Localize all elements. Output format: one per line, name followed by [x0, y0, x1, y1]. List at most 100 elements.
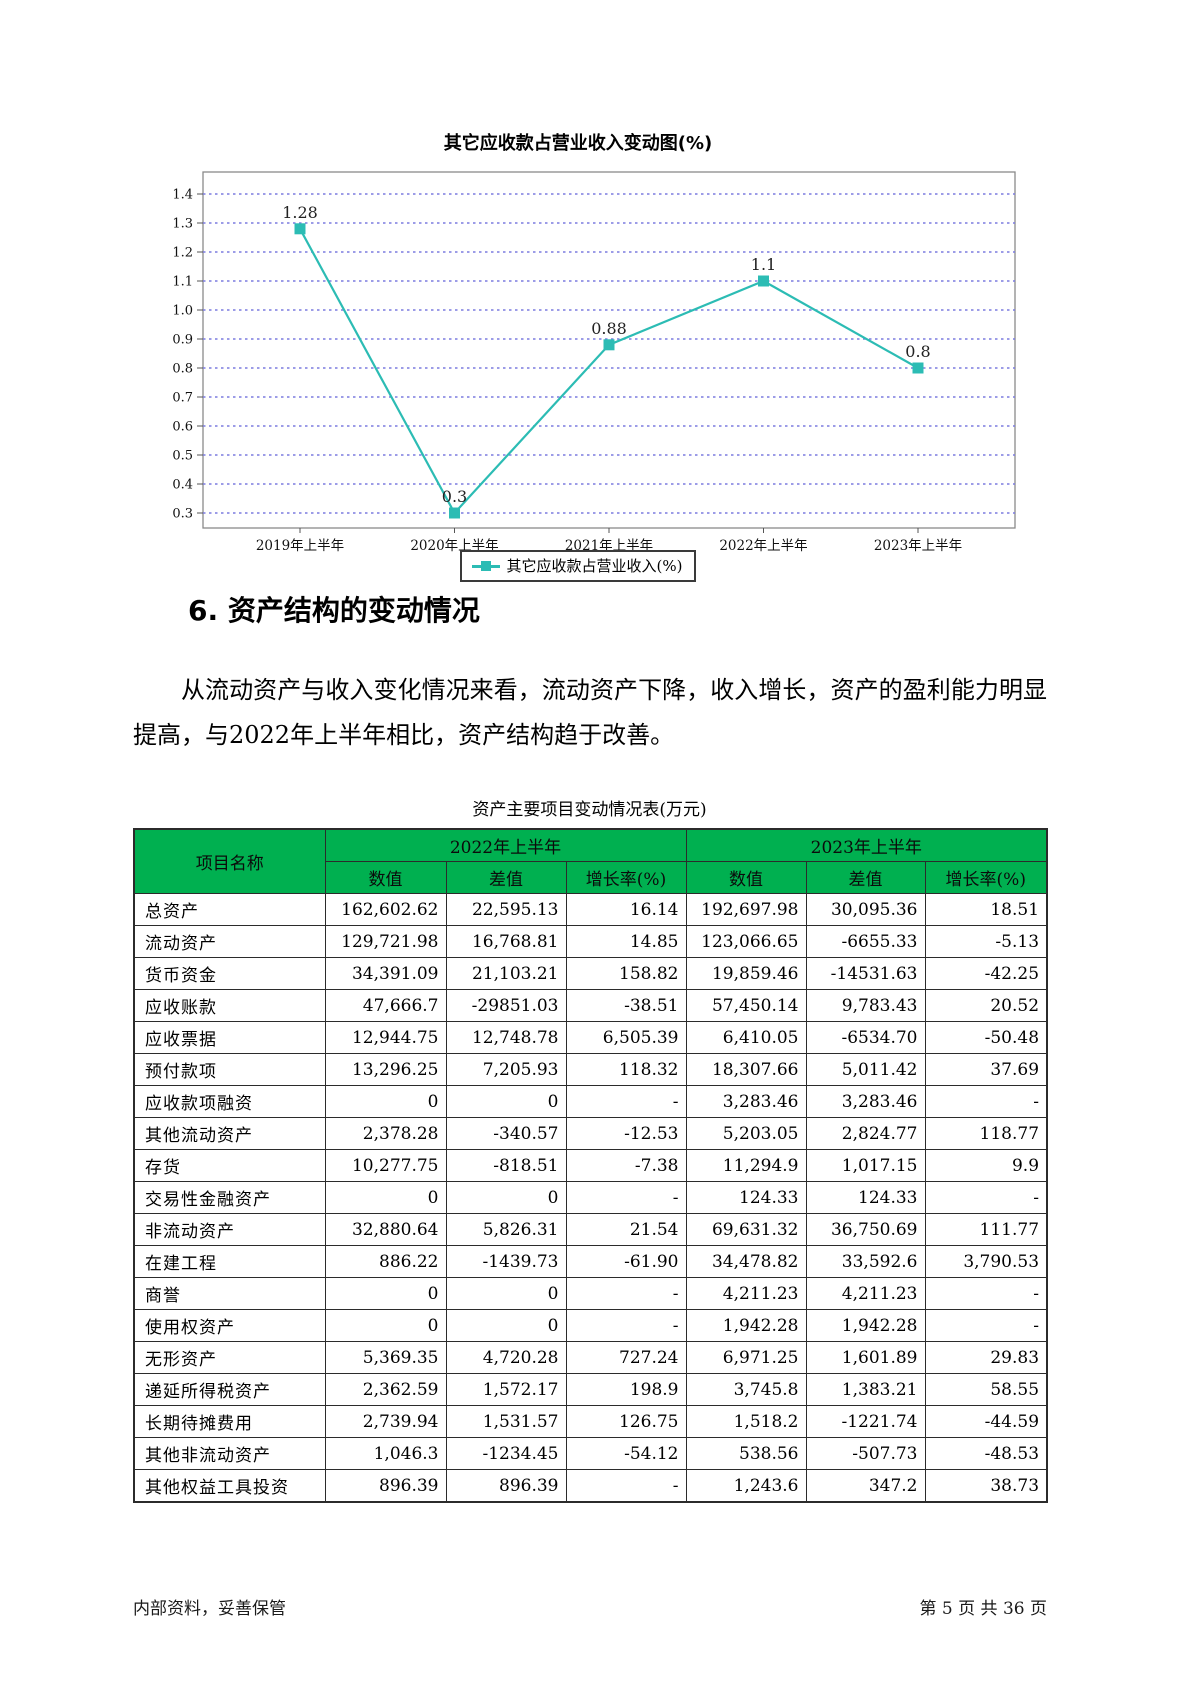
table-row: 预付款项 13,296.25 7,205.93 118.32 18,307.66 5,01… — [133, 1053, 1048, 1086]
header-group-2022: 2022年上半年 — [324, 828, 687, 862]
legend-series-marker-icon — [471, 560, 500, 572]
y-tick-label: 0.7 — [172, 391, 193, 406]
row-label: 其他权益工具投资 — [133, 1469, 326, 1503]
x-tick-label: 2023年上半年 — [874, 538, 962, 554]
table-cell: 18.51 — [924, 893, 1048, 926]
header-sub: 增长率(%) — [565, 861, 687, 894]
table-row: 无形资产 5,369.35 4,720.28 727.24 6,971.25 1,601.… — [133, 1341, 1048, 1374]
table-cell: -340.57 — [445, 1117, 567, 1150]
table-cell: 2,739.94 — [324, 1405, 447, 1438]
table-cell: -1234.45 — [445, 1437, 567, 1470]
table-cell: -14531.63 — [805, 957, 926, 990]
table-cell: 198.9 — [565, 1373, 687, 1406]
row-label: 货币资金 — [133, 957, 326, 990]
table-cell: 118.32 — [565, 1053, 687, 1086]
table-cell: -5.13 — [924, 925, 1048, 958]
table-cell: 16,768.81 — [445, 925, 567, 958]
table-header: 项目名称 2022年上半年 2023年上半年 数值 差值 增长率(%) 数值 差… — [133, 828, 1048, 894]
table-cell: 896.39 — [324, 1469, 447, 1503]
line-chart: 1.4 1.3 1.2 1.1 1.0 0.9 0.8 0.7 0.6 0.5 0.4 0.3 2019… — [172, 171, 1016, 554]
section-heading: 6. 资产结构的变动情况 — [188, 594, 480, 627]
table-cell: 124.33 — [685, 1181, 807, 1214]
table-cell: 36,750.69 — [805, 1213, 926, 1246]
y-tick-label: 1.0 — [172, 304, 193, 319]
table-row: 应收账款 47,666.7 -29851.03 -38.51 57,450.14 9,78… — [133, 989, 1048, 1022]
table-cell: 19,859.46 — [685, 957, 807, 990]
row-label: 其他非流动资产 — [133, 1437, 326, 1470]
y-tick-label: 0.5 — [172, 449, 193, 464]
table-row: 货币资金 34,391.09 21,103.21 158.82 19,859.46 -14… — [133, 957, 1048, 990]
body-paragraph: 从流动资产与收入变化情况来看，流动资产下降，收入增长，资产的盈利能力明显提高，与… — [133, 676, 1047, 749]
page-footer: 内部资料，妥善保管 第 5 页 共 36 页 — [133, 1594, 1047, 1619]
table-row: 流动资产 129,721.98 16,768.81 14.85 123,066.65 -6… — [133, 925, 1048, 958]
footer-page-number: 第 5 页 共 36 页 — [919, 1599, 1047, 1619]
table-cell: -54.12 — [565, 1437, 687, 1470]
table-body: 总资产 162,602.62 22,595.13 16.14 192,697.98 30,… — [133, 893, 1048, 1503]
y-tick-label: 0.3 — [172, 507, 193, 522]
y-tick-label: 0.8 — [172, 362, 193, 377]
table-cell: 123,066.65 — [685, 925, 807, 958]
y-tick-label: 0.9 — [172, 333, 193, 348]
table-cell: 7,205.93 — [445, 1053, 567, 1086]
table-cell: 896.39 — [445, 1469, 567, 1503]
table-row: 非流动资产 32,880.64 5,826.31 21.54 69,631.32 36,7… — [133, 1213, 1048, 1246]
table-cell: 4,211.23 — [685, 1277, 807, 1310]
row-label: 应收票据 — [133, 1021, 326, 1054]
table-cell: 3,745.8 — [685, 1373, 807, 1406]
table-cell: 6,505.39 — [565, 1021, 687, 1054]
table-cell: -48.53 — [924, 1437, 1048, 1470]
table-cell: 0 — [324, 1181, 447, 1214]
data-point-label: 0.3 — [442, 487, 467, 506]
table-cell: -29851.03 — [445, 989, 567, 1022]
table-cell: 2,362.59 — [324, 1373, 447, 1406]
table-cell: - — [924, 1085, 1048, 1118]
table-cell: - — [565, 1469, 687, 1503]
table-cell: 4,720.28 — [445, 1341, 567, 1374]
table-cell: - — [924, 1181, 1048, 1214]
y-tick-label: 1.4 — [172, 188, 193, 203]
table-cell: 0 — [445, 1309, 567, 1342]
row-label: 商誉 — [133, 1277, 326, 1310]
data-point-marker — [758, 275, 769, 287]
data-point-marker — [603, 339, 615, 351]
asset-change-table: 项目名称 2022年上半年 2023年上半年 数值 差值 增长率(%) 数值 差… — [133, 828, 1049, 1503]
table-cell: 21.54 — [565, 1213, 687, 1246]
table-cell: 47,666.7 — [324, 989, 447, 1022]
y-tick-label: 1.3 — [172, 217, 193, 232]
table-cell: -12.53 — [565, 1117, 687, 1150]
table-cell: 33,592.6 — [805, 1245, 926, 1278]
data-point-label: 0.88 — [591, 319, 627, 338]
header-sub: 增长率(%) — [924, 861, 1048, 894]
table-row: 在建工程 886.22 -1439.73 -61.90 34,478.82 33,592.… — [133, 1245, 1048, 1278]
table-cell: 29.83 — [924, 1341, 1048, 1374]
data-point-marker — [449, 507, 460, 519]
row-label: 存货 — [133, 1149, 326, 1182]
table-cell: -6534.70 — [805, 1021, 926, 1054]
table-cell: 38.73 — [924, 1469, 1048, 1503]
table-cell: - — [924, 1309, 1048, 1342]
table-row: 其他权益工具投资 896.39 896.39-1,243.6 347.2 38.73 — [133, 1469, 1048, 1503]
table-cell: 4,211.23 — [805, 1277, 926, 1310]
table-cell: 347.2 — [805, 1469, 926, 1503]
table-cell: -61.90 — [565, 1245, 687, 1278]
table-cell: 1,942.28 — [805, 1309, 926, 1342]
row-label: 应收账款 — [133, 989, 326, 1022]
table-cell: 129,721.98 — [324, 925, 447, 958]
table-row: 其他非流动资产 1,046.3 -1234.45 -54.12 538.56 -507.7… — [133, 1437, 1048, 1470]
table-cell: 22,595.13 — [445, 893, 567, 926]
table-cell: 3,283.46 — [685, 1085, 807, 1118]
table-cell: 5,011.42 — [805, 1053, 926, 1086]
table-row: 长期待摊费用 2,739.94 1,531.57 126.75 1,518.2 -1221… — [133, 1405, 1048, 1438]
table-cell: -6655.33 — [805, 925, 926, 958]
table-cell: 1,046.3 — [324, 1437, 447, 1470]
chart-line — [299, 228, 919, 515]
table-cell: 9.9 — [924, 1149, 1048, 1182]
header-sub: 数值 — [324, 861, 447, 894]
table-cell: 57,450.14 — [685, 989, 807, 1022]
table-cell: 6,971.25 — [685, 1341, 807, 1374]
table-cell: 1,601.89 — [805, 1341, 926, 1374]
table-cell: 1,383.21 — [805, 1373, 926, 1406]
legend-square-icon — [480, 560, 491, 571]
table-row: 应收款项融资 0 0-3,283.46 3,283.46- — [133, 1085, 1048, 1118]
table-cell: 0 — [445, 1277, 567, 1310]
